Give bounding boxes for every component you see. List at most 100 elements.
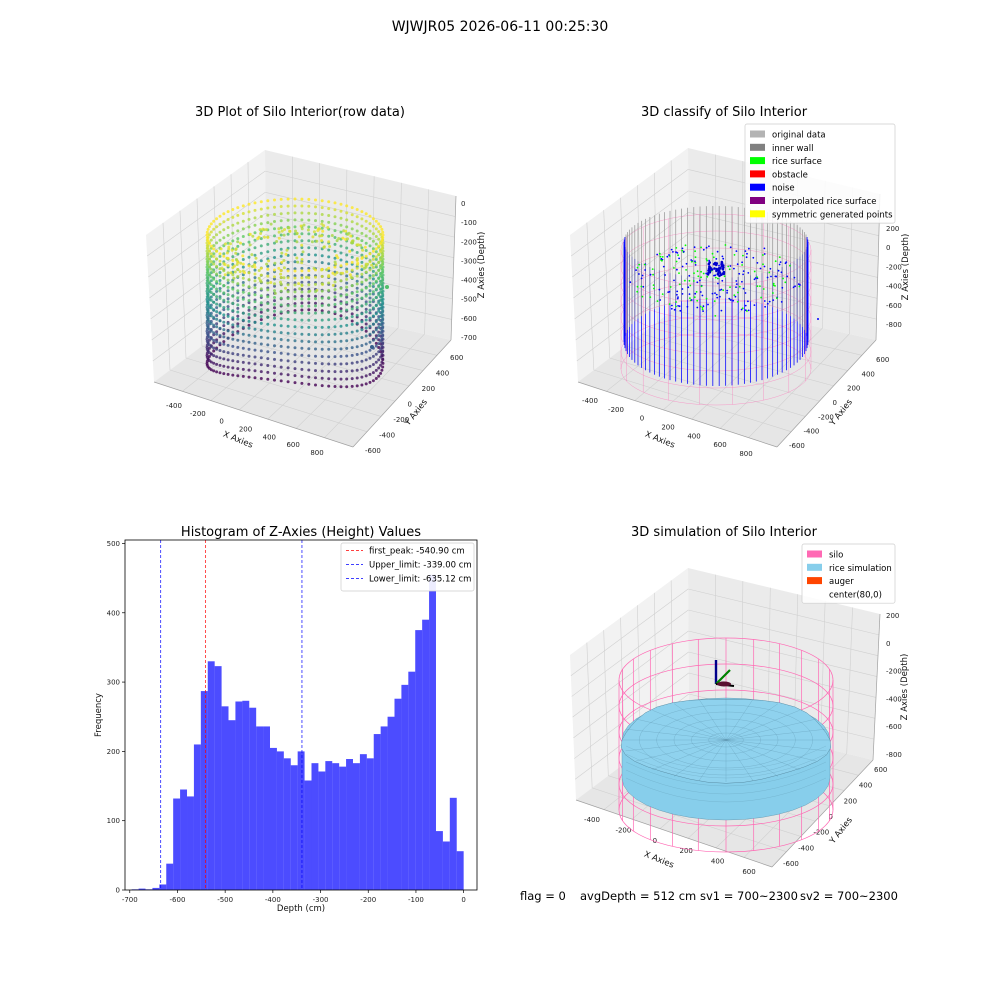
- z-tick-label: -600: [461, 315, 477, 323]
- data-point: [381, 300, 385, 304]
- data-point: [207, 312, 211, 316]
- data-point: [248, 232, 252, 236]
- data-point: [295, 240, 299, 244]
- data-point: [379, 339, 383, 343]
- data-point: [236, 374, 240, 378]
- classified-point: [708, 259, 710, 262]
- data-point: [307, 266, 311, 270]
- data-point: [300, 346, 304, 350]
- data-point: [234, 247, 238, 251]
- classified-point: [741, 264, 743, 266]
- data-point: [229, 271, 233, 275]
- classified-point: [735, 250, 738, 253]
- data-point: [371, 282, 375, 286]
- classified-point: [696, 270, 699, 273]
- data-point: [209, 368, 213, 372]
- data-point: [360, 359, 364, 363]
- data-point: [259, 287, 263, 291]
- data-point: [368, 300, 372, 304]
- data-point: [364, 219, 368, 223]
- data-point: [209, 360, 213, 364]
- data-point: [339, 209, 343, 213]
- classified-point: [678, 272, 680, 274]
- data-point: [360, 304, 364, 308]
- data-point: [293, 225, 297, 229]
- classified-point: [716, 296, 719, 299]
- x-tick-label: -200: [608, 406, 624, 414]
- y-tick-label: 300: [107, 679, 120, 687]
- data-point: [206, 239, 210, 243]
- data-point: [307, 368, 311, 372]
- data-point: [327, 220, 331, 224]
- data-point: [236, 303, 240, 307]
- classified-point: [782, 277, 784, 280]
- gridline: [688, 651, 877, 698]
- data-point: [364, 326, 368, 330]
- data-point: [320, 311, 324, 315]
- data-point: [226, 271, 230, 275]
- data-point: [381, 252, 385, 256]
- data-point: [307, 340, 311, 344]
- data-point: [380, 352, 384, 356]
- data-point: [379, 274, 383, 278]
- data-point: [218, 304, 222, 308]
- data-point: [327, 325, 331, 329]
- data-point: [209, 329, 213, 333]
- classified-point: [729, 299, 732, 301]
- data-point: [231, 239, 235, 243]
- data-point: [234, 258, 238, 261]
- classified-point: [746, 252, 748, 255]
- data-point: [377, 350, 381, 354]
- data-point: [300, 332, 304, 336]
- data-point: [307, 382, 311, 386]
- data-point: [279, 310, 283, 314]
- data-point: [273, 344, 276, 348]
- data-point: [314, 311, 317, 315]
- data-point: [231, 333, 235, 337]
- data-point: [226, 300, 230, 304]
- data-point: [231, 259, 235, 262]
- data-point: [286, 283, 290, 287]
- z-tick-label: -200: [461, 238, 477, 246]
- data-point: [236, 338, 240, 342]
- data-point: [355, 286, 359, 290]
- classified-point: [735, 280, 738, 282]
- classified-point: [694, 261, 697, 264]
- legend-swatch: [750, 197, 765, 204]
- data-point: [226, 336, 230, 340]
- obstacle-point: [715, 262, 719, 265]
- data-point: [300, 253, 304, 256]
- y-tick-label: 200: [107, 748, 120, 756]
- classified-point: [781, 286, 784, 289]
- noise-point: [817, 318, 819, 320]
- data-point: [231, 373, 235, 377]
- data-point: [273, 198, 276, 202]
- data-point: [320, 296, 324, 300]
- data-point: [345, 339, 349, 343]
- rice-mesh-spoke: [698, 699, 727, 741]
- data-point: [345, 218, 349, 222]
- data-point: [222, 357, 226, 361]
- histogram-bar: [346, 759, 353, 890]
- data-point: [207, 249, 211, 253]
- data-point: [253, 231, 257, 235]
- data-point: [273, 289, 276, 293]
- gridline: [688, 276, 877, 320]
- data-point: [259, 232, 263, 235]
- data-point: [339, 294, 343, 298]
- data-point: [233, 270, 237, 274]
- data-point: [355, 308, 359, 312]
- histogram-bar: [449, 797, 457, 890]
- data-point: [355, 329, 359, 333]
- data-point: [226, 264, 230, 268]
- classified-point: [700, 285, 703, 288]
- data-point: [273, 306, 276, 310]
- data-point: [307, 204, 311, 208]
- classified-point: [759, 267, 762, 270]
- data-point: [381, 241, 385, 245]
- data-point: [247, 285, 251, 289]
- data-point: [300, 269, 304, 273]
- data-point: [379, 290, 383, 294]
- gridline: [265, 191, 455, 238]
- data-point: [279, 276, 283, 279]
